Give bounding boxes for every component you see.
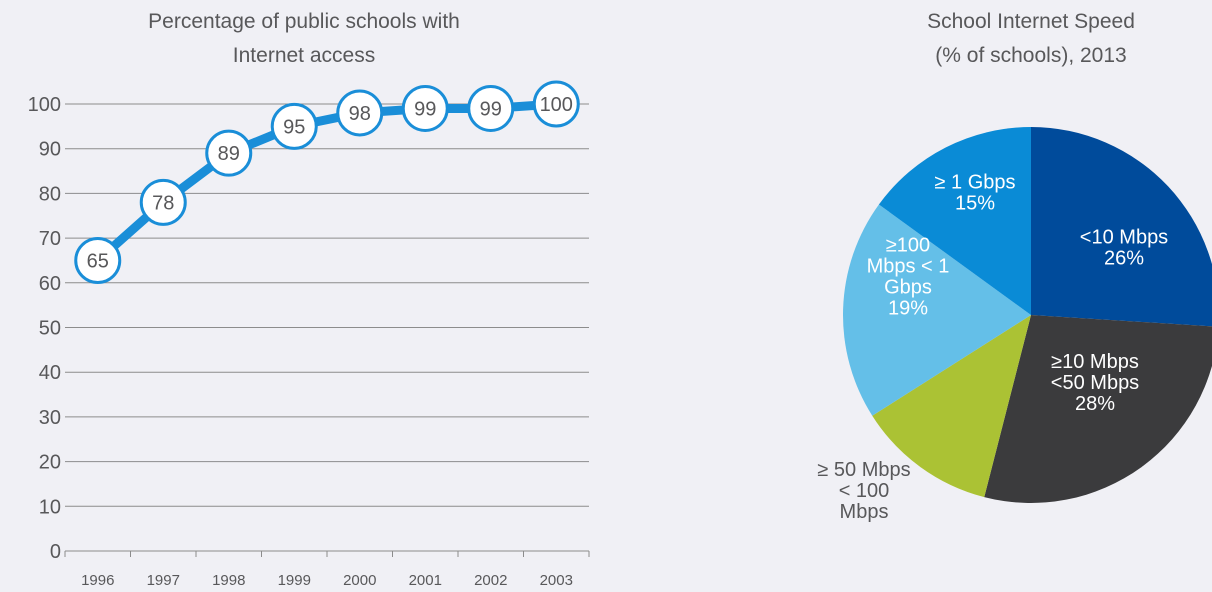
data-label: 65 [87,250,109,272]
data-marker [270,102,318,150]
pie-chart: School Internet Speed (% of schools), 20… [817,10,1212,523]
data-marker [467,84,515,132]
pie-chart-title-line-1: School Internet Speed [927,10,1135,33]
pie-label-line: 28% [1075,393,1115,415]
data-point-1997: 78 [139,178,187,226]
data-point-2000: 98 [336,89,384,137]
data-label: 99 [480,98,502,120]
data-point-2002: 99 [467,84,515,132]
pie-label-line: < 100 [839,480,890,502]
data-marker [74,236,122,284]
data-point-1998: 89 [205,129,253,177]
x-tick-label-1998: 1998 [212,572,245,589]
data-label: 95 [283,116,305,138]
line-chart-title-line-1: Percentage of public schools with [148,10,460,33]
y-tick-label-80: 80 [39,183,61,205]
y-tick-label-90: 90 [39,139,61,161]
pie-label-line: ≥10 Mbps [1051,351,1139,373]
pie-label-line: 19% [888,298,928,320]
data-label: 99 [414,98,436,120]
x-tick-label-2000: 2000 [343,572,376,589]
y-tick-label-70: 70 [39,228,61,250]
y-tick-label-30: 30 [39,407,61,429]
y-tick-label-0: 0 [50,541,61,563]
data-marker [532,80,580,128]
pie-label-line: Mbps < 1 [867,256,950,278]
pie-label-line: ≥ 50 Mbps [817,459,910,481]
y-tick-label-10: 10 [39,496,61,518]
pie-label-line: ≥ 1 Gbps [934,172,1015,194]
data-marker [336,89,384,137]
y-tick-label-20: 20 [39,452,61,474]
pie-label-line: <50 Mbps [1051,372,1139,394]
y-tick-label-50: 50 [39,318,61,340]
line-chart-x-axis [64,550,590,557]
data-marker [139,178,187,226]
data-marker [205,129,253,177]
x-tick-label-2003: 2003 [540,572,573,589]
data-point-1996: 65 [74,236,122,284]
y-tick-label-40: 40 [39,362,61,384]
x-tick-label-1996: 1996 [81,572,114,589]
y-tick-label-60: 60 [39,273,61,295]
pie-chart-title-line-2: (% of schools), 2013 [935,44,1126,67]
pie-label-line: Gbps [884,277,932,299]
x-tick-label-1997: 1997 [147,572,180,589]
line-chart-title-line-2: Internet access [233,44,375,67]
pie-slice-3 [843,204,1031,416]
line-chart-grid [65,103,589,507]
data-label: 98 [349,103,371,125]
line-chart-y-tick-labels: 0 10 20 30 40 50 60 70 80 90 100 [28,94,61,563]
pie-slice-0 [1031,127,1212,327]
x-tick-label-1999: 1999 [278,572,311,589]
pie-slices [843,126,1212,503]
y-tick-label-100: 100 [28,94,61,116]
x-tick-label-2002: 2002 [474,572,507,589]
data-label: 89 [218,143,240,165]
data-point-2001: 99 [401,84,449,132]
data-label: 78 [152,192,174,214]
line-chart-markers: 65 78 89 95 98 99 99 100 [74,80,580,284]
pie-label-line: ≥100 [886,235,930,257]
pie-label-line: 26% [1104,248,1144,270]
line-chart-x-tick-labels: 1996 1997 1998 1999 2000 2001 2002 2003 [81,572,573,589]
data-marker [401,84,449,132]
pie-slice-2 [872,315,1031,498]
pie-label-line: Mbps [840,501,889,523]
line-chart: Percentage of public schools with Intern… [28,10,590,589]
pie-label-line: 15% [955,193,995,215]
x-tick-label-2001: 2001 [409,572,442,589]
data-label: 100 [540,94,573,116]
pie-slice-1 [984,315,1212,503]
pie-label-line: <10 Mbps [1080,227,1168,249]
data-point-1999: 95 [270,102,318,150]
data-point-2003: 100 [532,80,580,128]
pie-slice-4 [878,126,1031,315]
